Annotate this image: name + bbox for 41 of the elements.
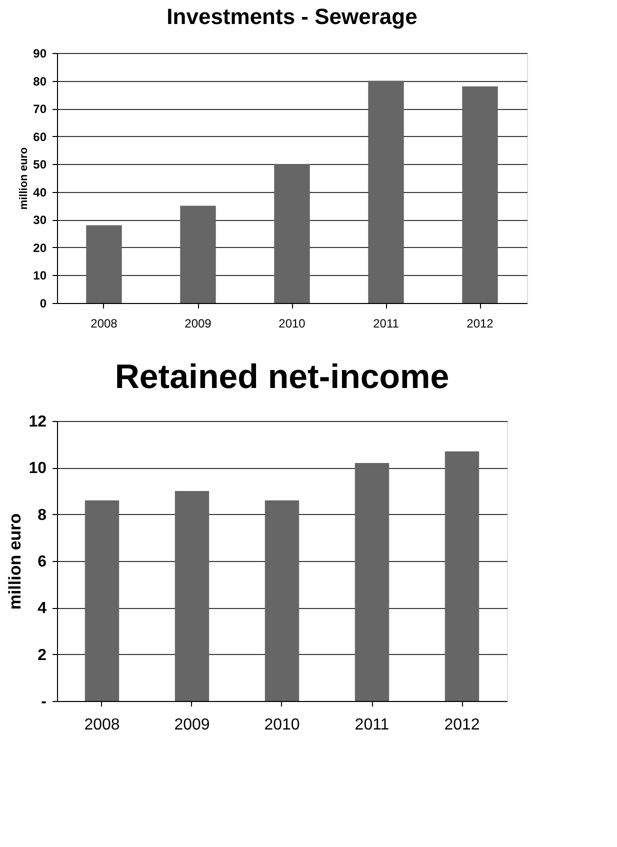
x-tick-label: 2008 [84, 716, 120, 734]
y-tick-label: 10 [28, 460, 47, 478]
y-tick-label: 70 [33, 102, 47, 116]
y-tick-label: 30 [33, 213, 47, 228]
y-tick-label: 6 [38, 554, 47, 570]
y-tick-label: 12 [28, 414, 47, 430]
y-tick-label: - [41, 694, 46, 710]
y-tick-label: 90 [33, 46, 47, 60]
y-tick-label: 8 [38, 506, 47, 524]
bar [86, 225, 122, 303]
y-tick-label: 10 [33, 268, 47, 283]
bar [174, 491, 210, 701]
y-tick-label: 60 [33, 130, 47, 144]
y-axis-title: million euro [18, 147, 30, 210]
x-tick-label: 2012 [444, 716, 480, 734]
bar [368, 80, 404, 303]
y-tick-label: 20 [33, 240, 47, 255]
y-tick-label: 40 [33, 185, 47, 200]
bar [274, 164, 310, 303]
x-tick-label: 2010 [278, 316, 306, 330]
bar [462, 86, 498, 303]
y-tick-label: 80 [33, 74, 47, 88]
x-tick-label: 2012 [466, 316, 494, 330]
bar [180, 206, 216, 303]
y-tick-label: 50 [33, 158, 47, 172]
bar [354, 463, 390, 701]
y-axis-title: million euro [6, 513, 25, 610]
y-tick-label: 4 [38, 600, 47, 618]
x-tick-label: 2011 [373, 316, 400, 330]
y-tick-label: 2 [38, 646, 47, 664]
x-tick-label: 2010 [264, 716, 300, 734]
x-tick-label: 2009 [184, 316, 212, 330]
x-tick-label: 2011 [354, 716, 390, 734]
x-tick-label: 2009 [174, 716, 210, 734]
y-tick-label: 0 [40, 296, 47, 310]
bar [264, 500, 300, 701]
bar [84, 500, 120, 701]
x-tick-label: 2008 [90, 316, 118, 330]
chart-title: Retained net-income [114, 358, 450, 396]
bar [444, 451, 480, 701]
chart-title: Investments - Sewerage [166, 4, 418, 29]
